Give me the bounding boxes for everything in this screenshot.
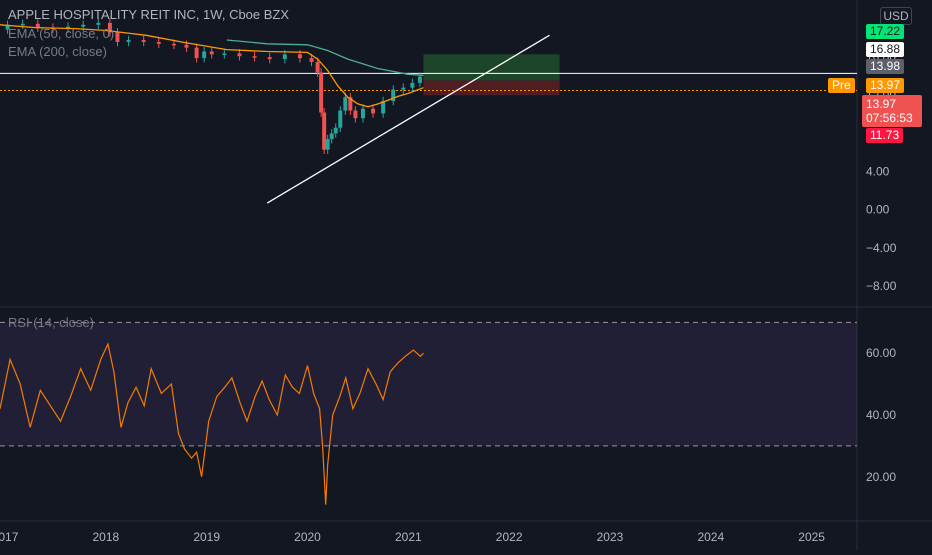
price-axis-tick: 4.00	[866, 165, 890, 179]
time-axis-tick: 2020	[294, 530, 321, 544]
last-price-tag: 13.97 07:56:53	[862, 95, 922, 127]
price-axis-tick: −8.00	[866, 279, 897, 293]
candle-body	[171, 43, 176, 46]
ema50-line	[0, 24, 424, 108]
candle-body	[209, 51, 214, 55]
candle-body	[282, 54, 287, 60]
ema200-line	[226, 39, 424, 76]
time-axis-tick: 2017	[0, 530, 19, 544]
candle-body	[360, 108, 365, 119]
candle-body	[81, 24, 86, 27]
pre-market-price: 13.97	[866, 78, 905, 93]
price-axis-tick: 0.00	[866, 203, 890, 217]
rsi-axis-tick: 60.00	[866, 346, 896, 360]
candle-body	[96, 22, 101, 25]
pre-market-label: Pre	[828, 78, 855, 93]
candle-body	[348, 97, 353, 111]
candle-body	[417, 76, 422, 83]
time-axis-tick: 2023	[597, 530, 624, 544]
candle-body	[156, 41, 161, 44]
rsi-axis-tick: 20.00	[866, 470, 896, 484]
candle-body	[381, 101, 386, 114]
time-axis-tick: 2025	[798, 530, 825, 544]
candle-body	[329, 133, 334, 140]
candle-body	[315, 61, 320, 73]
candle-body	[371, 108, 376, 114]
candle-body	[222, 53, 227, 55]
candle-body	[343, 97, 348, 111]
candle-body	[202, 51, 207, 59]
candle-body	[35, 23, 40, 28]
time-axis-tick: 2019	[193, 530, 220, 544]
price-tag-level-3: 13.98	[866, 59, 905, 74]
candle-body	[333, 127, 338, 134]
price-tag-level-2: 16.88	[866, 42, 905, 57]
candle-body	[237, 53, 242, 57]
time-axis-tick: 2018	[93, 530, 120, 544]
trendline	[266, 34, 550, 204]
candle-body	[141, 40, 146, 42]
candle-body	[66, 26, 71, 29]
price-tag-stop: 11.73	[866, 128, 904, 143]
candle-body	[267, 57, 272, 60]
currency-button[interactable]: USD	[880, 7, 912, 25]
price-tag-tp: 17.22	[866, 24, 905, 39]
ema50-legend[interactable]: EMA (50, close, 0)	[8, 26, 115, 41]
candle-body	[309, 58, 314, 62]
rsi-legend[interactable]: RSI (14, close)	[8, 315, 94, 330]
ema200-legend[interactable]: EMA (200, close)	[8, 44, 107, 59]
candle-body	[126, 40, 131, 42]
candle-body	[5, 24, 10, 30]
chart-title: APPLE HOSPITALITY REIT INC, 1W, Cboe BZX	[8, 7, 290, 22]
candle-body	[115, 32, 120, 42]
candle-body	[410, 82, 415, 88]
rsi-band-fill	[0, 322, 857, 446]
time-axis-tick: 2021	[395, 530, 422, 544]
candle-body	[297, 54, 302, 59]
target-zone	[423, 54, 560, 81]
rsi-axis-tick: 40.00	[866, 408, 896, 422]
candle-body	[353, 110, 358, 119]
candle-body	[252, 56, 257, 58]
candle-body	[391, 89, 396, 102]
candle-body	[338, 110, 343, 128]
price-axis-tick: −4.00	[866, 241, 897, 255]
candle-body	[194, 47, 199, 59]
rsi-line	[0, 342, 424, 505]
bar-countdown: 07:56:53	[866, 111, 913, 125]
candle-body	[322, 112, 327, 150]
candle-body	[184, 44, 189, 48]
candle-body	[319, 72, 324, 113]
candle-body	[401, 87, 406, 90]
time-axis-tick: 2024	[697, 530, 724, 544]
candle-body	[20, 23, 25, 26]
time-axis-tick: 2022	[496, 530, 523, 544]
candle-body	[325, 139, 330, 150]
stop-zone	[423, 80, 560, 96]
last-price-value: 13.97	[866, 97, 897, 111]
candle-body	[107, 22, 112, 33]
